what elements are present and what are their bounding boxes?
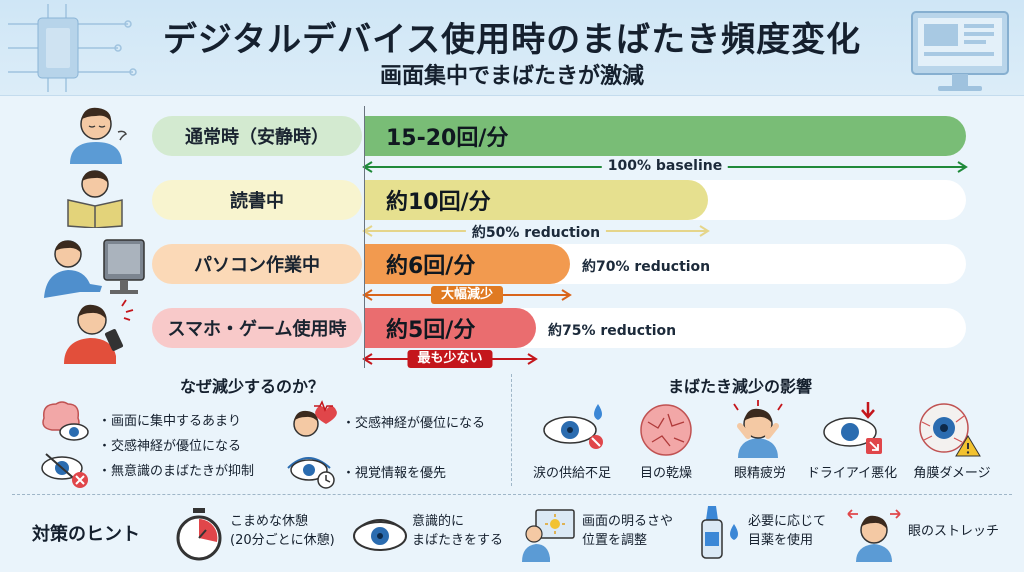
tip-label: 眼のストレッチ [908, 524, 1000, 539]
bar: 15-20回/分 [364, 116, 966, 156]
effects-section-title: まばたき減少の影響 [668, 377, 813, 396]
bar: 約6回/分 [364, 244, 570, 284]
circuit-chip-icon [8, 4, 137, 92]
reading-person-icon [67, 170, 123, 228]
why-section-title: なぜ減少するのか？ [180, 377, 325, 396]
tear-eye-icon [543, 404, 603, 449]
eye-clock-icon [287, 457, 335, 489]
worsening-eye-icon [823, 402, 882, 454]
blink-eye-icon [353, 519, 407, 551]
baseline-axis [364, 106, 365, 368]
tip-label: こまめな休憩 (20分ごとに休憩) [230, 514, 335, 548]
bar: 約10回/分 [364, 180, 708, 220]
tips-section-title: 対策のヒント [32, 524, 140, 545]
blocked-eye-icon [41, 453, 88, 488]
row-label: 通常時（安静時） [152, 116, 362, 156]
effect-label: 眼精疲労 [733, 466, 786, 481]
page-title: デジタルデバイス使用時のまばたき頻度変化 [162, 20, 862, 60]
why-item: ・無意識のまばたきが抑制 [98, 464, 255, 479]
tip-label: 画面の明るさや 位置を調整 [582, 514, 674, 548]
bar: 約5回/分 [364, 308, 536, 348]
adjust-screen-icon [522, 509, 575, 562]
row-label: 読書中 [152, 180, 362, 220]
section-divider [12, 494, 1012, 495]
reduction-label: 約70% reduction [582, 259, 711, 275]
tip-label: 必要に応じて 目薬を使用 [748, 514, 827, 548]
timer-icon [176, 508, 222, 561]
why-item: ・交感神経が優位になる [98, 439, 242, 454]
why-item: ・視覚情報を優先 [342, 466, 447, 481]
page-subtitle: 画面集中でまばたきが激減 [379, 64, 644, 89]
row-label: スマホ・ゲーム使用時 [152, 308, 362, 348]
tip-label: 意識的に まばたきをする [412, 514, 504, 548]
reduction-label: 約75% reduction [548, 323, 677, 339]
row-label: パソコン作業中 [152, 244, 362, 284]
effect-label: 目の乾燥 [639, 466, 692, 481]
header: デジタルデバイス使用時のまばたき頻度変化 画面集中でまばたきが激減 [0, 0, 1024, 96]
effect-label: 涙の供給不足 [532, 466, 611, 481]
eye-stretch-icon [847, 509, 901, 562]
dry-eye-icon [640, 404, 692, 456]
reduction-label: 100% baseline [601, 158, 729, 174]
smartphone-person-icon [64, 299, 134, 364]
stressed-heart-icon [293, 400, 337, 437]
why-item: ・交感神経が優位になる [342, 416, 486, 431]
emphasis-tag: 大幅減少 [430, 286, 504, 304]
effect-label: ドライアイ悪化 [806, 466, 898, 481]
emphasis-tag: 最も少ない [407, 350, 493, 368]
why-item: ・画面に集中するあまり [98, 414, 242, 429]
resting-person-icon [70, 107, 128, 164]
brain-eye-icon [42, 401, 89, 441]
computer-person-icon [44, 239, 145, 298]
effect-label: 角膜ダメージ [913, 466, 991, 481]
section-divider [511, 374, 512, 486]
cornea-damage-icon [919, 403, 981, 457]
monitor-icon [911, 11, 1009, 91]
eye-drops-icon [701, 506, 738, 559]
eye-strain-icon [733, 400, 783, 458]
reduction-label: 約50% reduction [465, 222, 607, 242]
